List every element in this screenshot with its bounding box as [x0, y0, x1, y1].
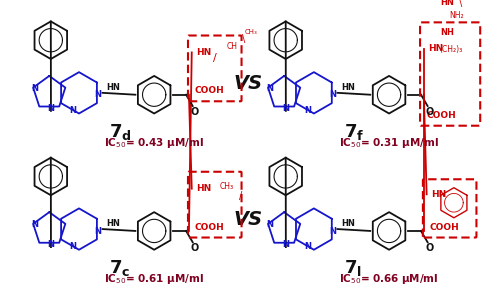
Text: CH₃: CH₃	[244, 29, 258, 35]
Text: \: \	[458, 0, 462, 8]
Text: CH: CH	[226, 42, 237, 51]
Text: \: \	[242, 34, 245, 44]
Text: N: N	[94, 227, 101, 236]
Text: N: N	[266, 220, 274, 229]
Text: HN: HN	[196, 48, 212, 57]
Text: $\mathbf{7_l}$: $\mathbf{7_l}$	[344, 258, 362, 278]
Text: CH₃: CH₃	[220, 182, 234, 191]
Text: N: N	[282, 240, 290, 249]
Text: HN: HN	[341, 219, 354, 228]
Text: COOH: COOH	[430, 223, 459, 232]
Text: HN: HN	[106, 83, 120, 92]
Text: N: N	[266, 84, 274, 93]
Text: $\mathbf{7_c}$: $\mathbf{7_c}$	[109, 258, 130, 278]
Text: (CH₂)₃: (CH₂)₃	[440, 45, 463, 54]
Text: N: N	[94, 90, 101, 99]
Text: /: /	[214, 53, 217, 63]
Text: O: O	[426, 243, 434, 253]
Text: HN: HN	[106, 219, 120, 228]
Text: N: N	[48, 240, 54, 249]
Text: HN: HN	[196, 184, 212, 193]
Text: N: N	[304, 106, 311, 115]
Text: VS: VS	[234, 74, 262, 93]
Text: N: N	[282, 103, 290, 112]
Text: O: O	[426, 107, 434, 117]
Text: N: N	[329, 90, 336, 99]
Text: NH: NH	[440, 28, 454, 37]
Text: $\mathbf{7_d}$: $\mathbf{7_d}$	[109, 122, 132, 142]
Text: N: N	[48, 103, 54, 112]
Text: N: N	[304, 242, 311, 251]
Text: /: /	[239, 191, 242, 201]
Text: N: N	[329, 227, 336, 236]
Text: O: O	[190, 243, 198, 253]
Text: N: N	[70, 242, 76, 251]
Text: IC$_{50}$= 0.43 µM/ml: IC$_{50}$= 0.43 µM/ml	[104, 136, 204, 150]
Text: HN: HN	[440, 0, 454, 7]
Text: COOH: COOH	[194, 223, 224, 232]
Text: COOH: COOH	[194, 86, 224, 95]
Text: COOH: COOH	[426, 111, 456, 120]
Text: N: N	[32, 84, 38, 93]
Text: N: N	[32, 220, 38, 229]
Text: O: O	[190, 107, 198, 117]
Text: NH₂: NH₂	[449, 11, 464, 20]
Text: HN: HN	[341, 83, 354, 92]
Text: IC$_{50}$= 0.61 µM/ml: IC$_{50}$= 0.61 µM/ml	[104, 272, 204, 286]
Text: N: N	[70, 106, 76, 115]
Text: IC$_{50}$= 0.66 µM/ml: IC$_{50}$= 0.66 µM/ml	[340, 272, 438, 286]
Text: $\mathbf{7_f}$: $\mathbf{7_f}$	[344, 122, 364, 142]
Text: IC$_{50}$= 0.31 µM/ml: IC$_{50}$= 0.31 µM/ml	[340, 136, 439, 150]
Text: HN: HN	[428, 44, 444, 53]
Text: HN: HN	[432, 190, 446, 199]
Text: VS: VS	[234, 210, 262, 229]
